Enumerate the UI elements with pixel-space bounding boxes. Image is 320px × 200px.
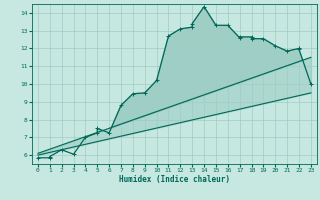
X-axis label: Humidex (Indice chaleur): Humidex (Indice chaleur) xyxy=(119,175,230,184)
